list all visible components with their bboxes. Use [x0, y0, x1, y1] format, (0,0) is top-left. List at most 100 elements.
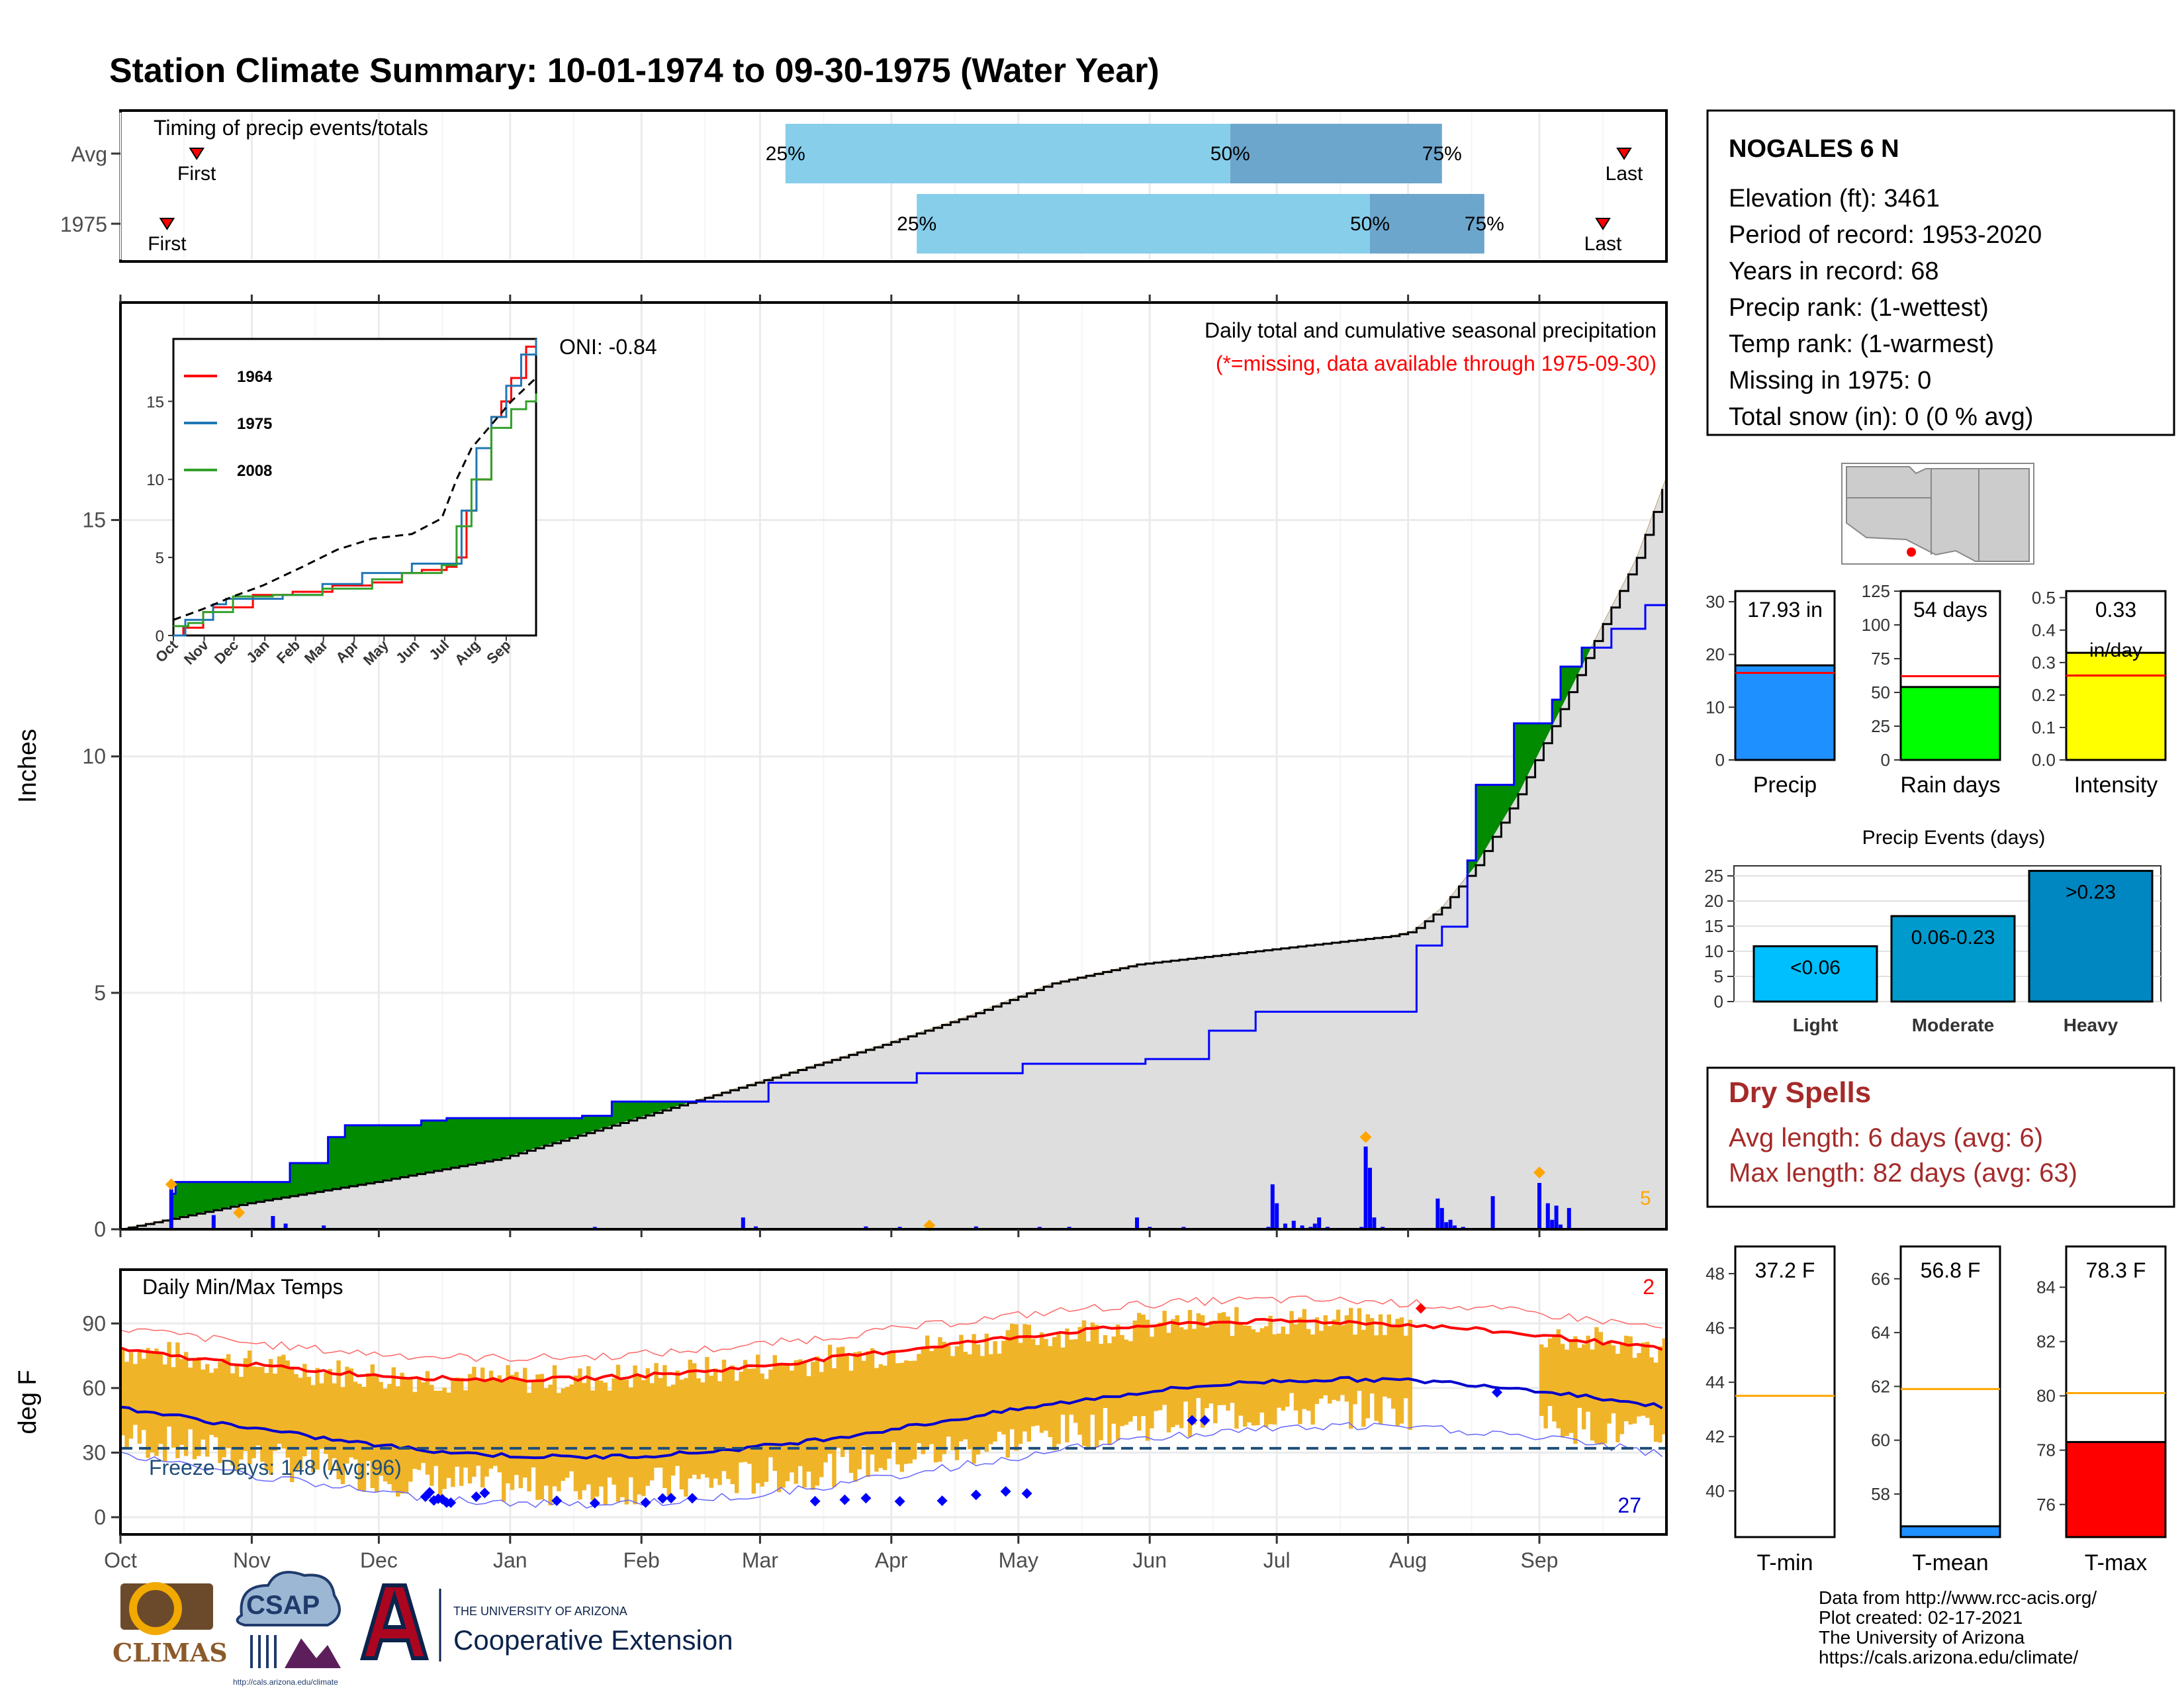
footer-credit-line: The University of Arizona — [1819, 1627, 2025, 1648]
events-bar-value-label: 0.06-0.23 — [1911, 927, 1995, 949]
daily-precip-bar — [1368, 1168, 1372, 1229]
record-max-line — [120, 1295, 1662, 1362]
inset-legend-label: 1964 — [237, 368, 273, 386]
first-label: First — [177, 163, 216, 185]
precip-ytick-label: 15 — [82, 508, 106, 532]
timing-p50-label: 50% — [1210, 143, 1250, 165]
summary-bar-ytick-label: 0 — [1881, 750, 1890, 770]
ua-logo: THE UNIVERSITY OF ARIZONA Cooperative Ex… — [360, 1583, 733, 1662]
daily-precip-bar — [322, 1225, 326, 1229]
record-low-marker — [551, 1495, 563, 1507]
daily-precip-bar — [1453, 1225, 1457, 1229]
station-line: Missing in 1975: 0 — [1729, 367, 1931, 395]
temp-bar-ytick-label: 82 — [2036, 1332, 2056, 1352]
station-frame — [1706, 109, 2175, 436]
month-tick-label: Dec — [360, 1548, 398, 1572]
events-bar — [1752, 945, 1878, 1003]
daily-precip-bar — [1444, 1222, 1449, 1229]
temp-bar-ytick-label: 40 — [1706, 1481, 1725, 1501]
record-low-marker — [471, 1491, 482, 1502]
events-title: Precip Events (days) — [1862, 827, 2046, 849]
timing-label: Timing of precip events/totals — [154, 116, 428, 140]
average-cumulative-line — [120, 489, 1664, 1231]
daily-precip-bar — [741, 1217, 745, 1229]
temp-bar-label: T-min — [1757, 1550, 1813, 1575]
daily-precip-bar — [1435, 1198, 1440, 1229]
month-tick-label: May — [999, 1548, 1038, 1572]
temp-bar-ytick-label: 44 — [1706, 1372, 1725, 1392]
summary-bar-value — [2065, 651, 2167, 761]
temp-bar-ytick-label: 48 — [1706, 1264, 1725, 1284]
record-precip-marker — [165, 1178, 177, 1191]
daily-precip-bar — [1291, 1221, 1296, 1229]
record-low-marker — [1021, 1488, 1032, 1499]
month-tick-label: Oct — [104, 1548, 137, 1572]
ua-small-text: THE UNIVERSITY OF ARIZONA — [453, 1605, 627, 1618]
month-tick-label: Jan — [493, 1548, 527, 1572]
precip-title: Daily total and cumulative seasonal prec… — [1205, 318, 1657, 342]
month-tick-label: Jun — [1132, 1548, 1167, 1572]
daily-precip-bar — [211, 1215, 216, 1229]
first-marker — [189, 148, 205, 160]
summary-bar-ytick-label: 0.5 — [2032, 588, 2056, 608]
summary-bar-ytick-label: 100 — [1862, 615, 1890, 635]
daily-precip-bar — [1300, 1225, 1304, 1229]
daily-precip-bar — [754, 1226, 758, 1229]
climas-logo-mark — [120, 1583, 213, 1630]
month-tick-label: Aug — [1389, 1548, 1427, 1572]
last-label: Last — [1606, 163, 1643, 185]
summary-bar-ytick-label: 0.4 — [2032, 620, 2056, 640]
events-bar-label: Moderate — [1912, 1015, 1994, 1035]
events-bar — [1890, 915, 2016, 1003]
summary-bar-value — [1734, 664, 1836, 761]
timing-bar-late — [1230, 124, 1442, 183]
events-ytick-label: 10 — [1704, 941, 1723, 961]
csap-text: CSAP — [246, 1591, 320, 1620]
temp-bar-ytick-label: 66 — [1871, 1269, 1890, 1289]
station-line: Temp rank: (1-warmest) — [1729, 330, 1994, 358]
timing-bar-early — [785, 124, 1230, 183]
climas-logo-sun — [129, 1582, 182, 1635]
summary-bars: 17.93 in Precip 0 10 20 30 54 days Rain days 0 25… — [1706, 581, 2167, 798]
inset-legend-label: 1975 — [237, 415, 272, 433]
temp-ylabel: deg F — [14, 1370, 42, 1434]
inset-2008-line — [173, 393, 537, 628]
daily-precip-bar — [1537, 1183, 1541, 1229]
summary-bar-ytick-label: 50 — [1871, 682, 1890, 702]
csap-url: http://cals.arizona.edu/climate — [233, 1677, 338, 1687]
record-low-marker — [1187, 1415, 1198, 1426]
month-tick-label: Jul — [1263, 1548, 1291, 1572]
inset-legend-label: 2008 — [237, 462, 272, 480]
inset-ytick-label: 5 — [156, 549, 164, 567]
temp-bar-ytick-label: 84 — [2036, 1278, 2056, 1297]
record-low-marker — [1199, 1415, 1210, 1426]
record-precip-marker — [1533, 1166, 1545, 1179]
summary-bar-value-label: 54 days — [1913, 598, 1987, 622]
last-label: Last — [1584, 233, 1622, 255]
inset-ytick-label: 15 — [146, 393, 164, 411]
temp-ytick-label: 90 — [82, 1311, 106, 1335]
precip-ytick-label: 0 — [94, 1217, 106, 1241]
inset-average-line — [173, 377, 537, 621]
daily-precip-bar — [1372, 1217, 1377, 1229]
daily-precip-bar — [974, 1226, 978, 1229]
ua-a-mark — [360, 1583, 429, 1660]
dry-spells-avg: Avg length: 6 days (avg: 6) — [1729, 1123, 2043, 1152]
timing-bars: 25% 50% 75% First Last 25% 50% 75% First Last — [148, 124, 1643, 255]
temp-bar-ytick-label: 42 — [1706, 1427, 1725, 1446]
temp-bar-ytick-label: 62 — [1871, 1376, 1890, 1396]
page-title: Station Climate Summary: 10-01-1974 to 0… — [109, 52, 1160, 90]
csap-cloud — [236, 1571, 341, 1626]
record-precip-marker — [233, 1207, 246, 1219]
csap-logo: CSAP http://cals.arizona.edu/climate — [233, 1571, 341, 1687]
average-cumulative-area — [120, 477, 1666, 1230]
record-low-marker — [809, 1495, 821, 1507]
events-bar-value-label: <0.06 — [1790, 957, 1841, 978]
precip-frame — [119, 301, 1668, 1231]
dry-spells-box: Dry Spells Avg length: 6 days (avg: 6) M… — [1706, 1066, 2175, 1208]
record-low-marker — [936, 1495, 948, 1507]
summary-bar-ytick-label: 20 — [1706, 645, 1725, 665]
record-low-marker — [970, 1489, 981, 1501]
